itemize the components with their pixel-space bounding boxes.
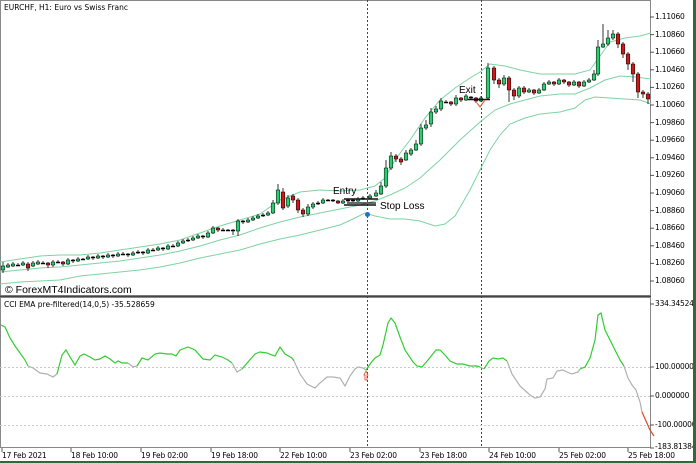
price-tick: 1.08260 [655, 258, 685, 267]
upper-band [0, 32, 652, 263]
time-tick: 19 Feb 02:00 [141, 451, 188, 460]
envelope-bands [0, 32, 652, 285]
cci-signal-arrow-icon [363, 370, 369, 381]
price-tick: 1.10060 [655, 100, 685, 109]
price-axis-ticks [650, 16, 654, 282]
time-tick: 18 Feb 10:00 [71, 451, 118, 460]
lower-band [0, 96, 652, 285]
price-tick: 1.10260 [655, 82, 685, 91]
exit-check-icon [476, 99, 486, 109]
indicator-title: CCI EMA pre-filtered(14,0,5) -35.528659 [4, 300, 155, 309]
price-pane-border [0, 0, 651, 296]
indicator-pane-border [0, 297, 651, 448]
cci-line [0, 312, 655, 437]
price-tick: 1.10460 [655, 65, 685, 74]
cci-tick-lower: -100.00000 [655, 420, 696, 429]
price-tick: 1.09260 [655, 170, 685, 179]
price-tick: 1.10860 [655, 30, 685, 39]
stop-loss-label: Stop Loss [380, 201, 425, 212]
entry-label: Entry [333, 186, 357, 197]
price-tick: 1.10660 [655, 47, 685, 56]
window-border-right [693, 0, 696, 463]
cci-tick-zero: 0.000000 [655, 391, 690, 400]
price-tick: 1.08060 [655, 276, 685, 285]
entry-marker-icon [365, 212, 370, 217]
watermark: © ForexMT4Indicators.com [5, 284, 132, 296]
window-border-bottom [0, 461, 696, 463]
indicator-axis-ticks [650, 303, 654, 449]
time-tick: 19 Feb 18:00 [211, 451, 258, 460]
exit-label: Exit [459, 85, 476, 96]
price-tick: 1.09460 [655, 153, 685, 162]
chart-title: EURCHF, H1: Euro vs Swiss Franc [4, 3, 128, 12]
price-tick: 1.09660 [655, 135, 685, 144]
cci-tick-max: 334.345243 [655, 299, 696, 308]
cci-tick-min: -183.81384 [655, 442, 696, 451]
price-tick: 1.08460 [655, 241, 685, 250]
time-tick: 23 Feb 18:00 [420, 451, 467, 460]
price-tick: 1.08660 [655, 223, 685, 232]
time-tick: 22 Feb 10:00 [280, 451, 327, 460]
price-candles [0, 24, 651, 273]
time-tick: 24 Feb 10:00 [489, 451, 536, 460]
time-axis-ticks [1, 448, 629, 452]
middle-band [0, 75, 652, 273]
time-tick: 25 Feb 18:00 [628, 451, 675, 460]
cci-tick-upper: 100.000000 [655, 362, 696, 371]
price-tick: 1.09860 [655, 118, 685, 127]
price-tick: 1.08860 [655, 206, 685, 215]
cci-levels [0, 367, 650, 426]
time-tick: 23 Feb 02:00 [350, 451, 397, 460]
price-tick: 1.11060 [655, 12, 685, 21]
time-tick: 25 Feb 02:00 [559, 451, 606, 460]
price-tick: 1.09060 [655, 188, 685, 197]
time-tick: 17 Feb 2021 [2, 451, 47, 460]
